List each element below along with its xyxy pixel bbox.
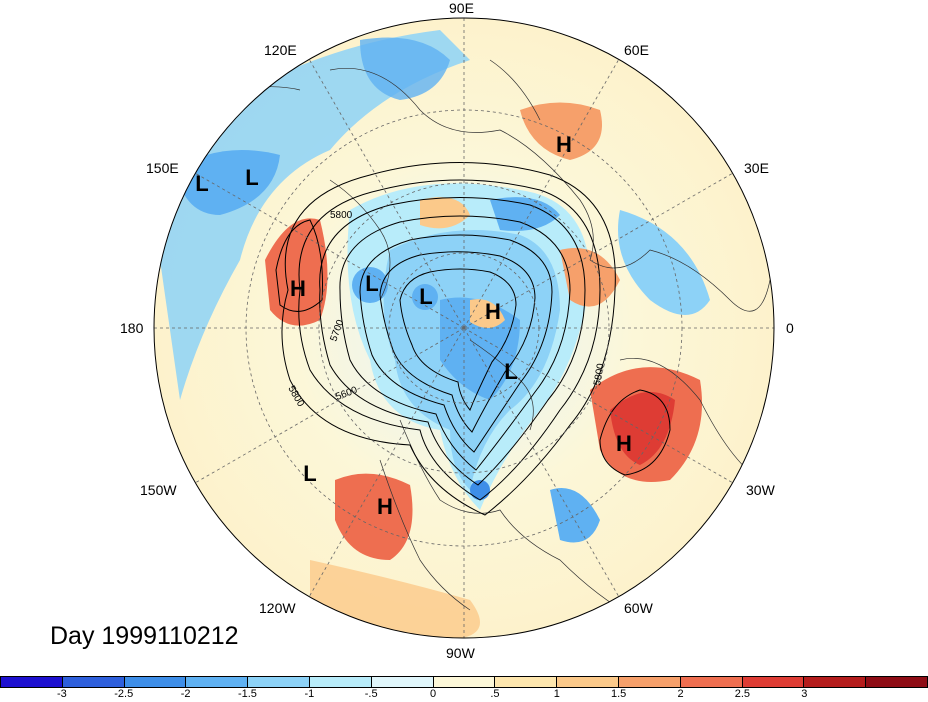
colorbar-swatch <box>804 677 867 687</box>
low-pressure-marker: L <box>365 271 379 296</box>
colorbar-swatch <box>248 677 310 687</box>
lon-label-0: 0 <box>786 320 794 336</box>
colorbar-tick-label: 2.5 <box>734 688 751 700</box>
lon-label-150e: 150E <box>146 160 179 176</box>
anomaly-field: 5800 5700 5600 5800 5800 <box>154 18 774 638</box>
colorbar-tick-label: -.5 <box>364 688 378 700</box>
colorbar-tick-label: -1.5 <box>237 688 257 700</box>
colorbar-swatch <box>1 677 63 687</box>
height-contours <box>275 162 671 516</box>
colorbar-swatch <box>124 677 187 687</box>
polar-anomaly-map: 5800 5700 5600 5800 5800 <box>153 17 775 639</box>
lon-label-120w: 120W <box>259 600 296 616</box>
lon-label-90w: 90W <box>446 645 475 661</box>
colorbar <box>0 676 928 688</box>
high-pressure-marker: H <box>485 299 501 324</box>
colorbar-swatch <box>618 677 681 687</box>
lon-label-30w: 30W <box>746 482 775 498</box>
colorbar-swatch <box>495 677 558 687</box>
graticule <box>154 18 774 638</box>
lon-label-90e: 90E <box>449 0 474 16</box>
colorbar-tick-label: -3 <box>56 688 67 700</box>
colorbar-tick-label: -1 <box>304 688 315 700</box>
contour-label: 5800 <box>592 362 607 386</box>
high-pressure-marker: H <box>290 276 306 301</box>
contour-label: 5800 <box>330 210 353 221</box>
low-pressure-marker: L <box>195 171 209 196</box>
colorbar-tick-label: .5 <box>490 688 500 700</box>
lon-label-30e: 30E <box>744 160 769 176</box>
colorbar-tick-label: 0 <box>430 688 437 700</box>
colorbar-tick-label: 1 <box>553 688 560 700</box>
colorbar-swatch <box>371 677 434 687</box>
low-pressure-marker: L <box>245 165 259 190</box>
colorbar-tick-label: 2 <box>677 688 684 700</box>
low-pressure-marker: L <box>303 461 317 486</box>
colorbar-swatch <box>62 677 125 687</box>
colorbar-swatch <box>742 677 805 687</box>
colorbar-swatch <box>309 677 372 687</box>
lon-label-150w: 150W <box>140 482 177 498</box>
colorbar-swatch <box>866 677 927 687</box>
lon-label-60e: 60E <box>624 42 649 58</box>
colorbar-swatch <box>557 677 619 687</box>
colorbar-tick-label: -2 <box>180 688 191 700</box>
high-pressure-marker: H <box>556 132 572 157</box>
low-pressure-marker: L <box>419 284 433 309</box>
lon-label-180: 180 <box>120 320 144 336</box>
low-pressure-marker: L <box>504 359 518 384</box>
high-pressure-marker: H <box>377 494 393 519</box>
high-pressure-marker: H <box>616 431 632 456</box>
colorbar-tick-label: -2.5 <box>114 688 134 700</box>
lon-label-60w: 60W <box>624 600 653 616</box>
map-boundary <box>153 17 775 639</box>
colorbar-tick-label: 3 <box>801 688 808 700</box>
colorbar-tick-label: 1.5 <box>611 688 627 700</box>
lon-label-120e: 120E <box>264 42 297 58</box>
colorbar-swatch <box>433 677 496 687</box>
date-label: Day 1999110212 <box>50 622 239 650</box>
colorbar-swatch <box>680 677 743 687</box>
colorbar-swatch <box>186 677 249 687</box>
